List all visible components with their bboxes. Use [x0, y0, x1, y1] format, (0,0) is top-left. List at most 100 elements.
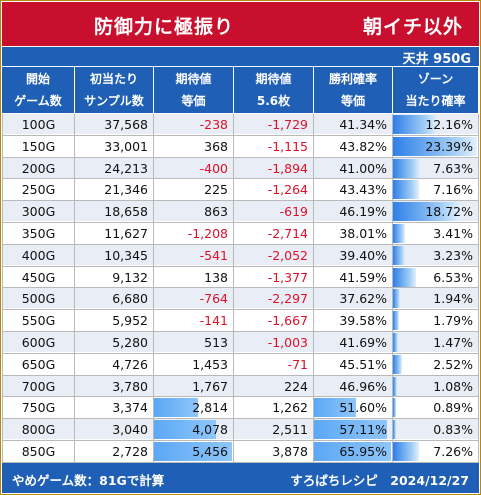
cell-value: -2,052: [267, 247, 308, 263]
cell-ev-equal: 4,078: [154, 419, 234, 441]
cell-ev-5-6: -619: [234, 201, 314, 223]
cell-value: 3.23%: [433, 247, 473, 263]
cell-value: 6.53%: [433, 269, 473, 285]
cell-value: 46.96%: [339, 378, 387, 394]
cell-win-rate: 43.82%: [314, 135, 393, 158]
cell-ev-5-6: -1,894: [234, 157, 314, 180]
cell-value: 1.94%: [433, 291, 473, 307]
cell-start-game: 750G: [2, 397, 75, 420]
cell-ev-5-6: -1,264: [234, 179, 314, 202]
cell-value: 650G: [21, 356, 56, 372]
cell-ev-equal: -541: [154, 244, 234, 267]
header-win-rate-line-2: 等価: [340, 94, 365, 108]
table-header: 開始 ゲーム数 初当たり サンプル数 期待値 等価 期待値 5.6枚 勝利確率 等価 ゾーン 当たり確…: [2, 67, 479, 113]
cell-ev-equal: 5,456: [154, 441, 234, 463]
cell-zone-rate: 1.94%: [393, 288, 479, 311]
cell-ev-equal: 1,453: [154, 353, 234, 376]
table-row: 550G 5,952 -141 -1,667 39.58% 1.79%: [2, 310, 479, 332]
cell-value: 250G: [21, 182, 56, 198]
cell-value: 1,453: [192, 356, 228, 372]
zone-rate-bar: [393, 442, 419, 461]
cell-value: 700G: [21, 378, 56, 394]
zone-rate-bar: [393, 376, 397, 396]
cell-value: 3,780: [112, 378, 148, 394]
cell-win-rate: 39.40%: [314, 244, 393, 267]
cell-value: 46.19%: [339, 204, 387, 220]
cell-sample-count: 4,726: [75, 353, 154, 376]
cell-start-game: 550G: [2, 310, 75, 332]
cell-ev-equal: 138: [154, 266, 234, 289]
zone-rate-bar: [393, 354, 402, 374]
cell-start-game: 600G: [2, 332, 75, 354]
table-row: 400G 10,345 -541 -2,052 39.40% 3.23%: [2, 244, 479, 267]
cell-value: 850G: [21, 444, 56, 459]
cell-ev-5-6: 224: [234, 375, 314, 398]
header-ev-equal-line-2: 等価: [181, 94, 206, 108]
cell-value: 550G: [21, 313, 56, 329]
cell-value: 0.89%: [433, 400, 473, 416]
win-bar: [314, 442, 391, 461]
cell-zone-rate: 1.47%: [393, 332, 479, 354]
cell-sample-count: 3,040: [75, 419, 154, 441]
cell-win-rate: 41.59%: [314, 266, 393, 289]
cell-value: 45.51%: [339, 356, 387, 372]
cell-value: 41.59%: [339, 269, 387, 285]
cell-value: 1.47%: [433, 335, 473, 350]
header-zone-rate: ゾーン 当たり確率: [393, 67, 479, 113]
cell-ev-equal: 368: [154, 135, 234, 158]
cell-value: 450G: [21, 269, 56, 285]
cell-value: 41.00%: [339, 160, 387, 176]
cell-win-rate: 41.69%: [314, 332, 393, 354]
title-bar: 防御力に極振り 朝イチ以外: [2, 2, 479, 46]
cell-value: 3.41%: [433, 226, 473, 241]
cell-value: -1,894: [267, 160, 308, 176]
table-row: 800G 3,040 4,078 2,511 57.11% 0.83%: [2, 419, 479, 441]
table-row: 150G 33,001 368 -1,115 43.82% 23.39%: [2, 135, 479, 158]
cell-value: 3,878: [272, 444, 308, 459]
zone-rate-bar: [393, 224, 405, 243]
cell-win-rate: 37.62%: [314, 288, 393, 311]
cell-value: -238: [199, 117, 228, 132]
cell-ev-5-6: 2,511: [234, 419, 314, 441]
cell-value: 150G: [21, 138, 56, 154]
header-sample-count-line-2: サンプル数: [84, 94, 144, 108]
cell-win-rate: 65.95%: [314, 441, 393, 463]
cell-value: 368: [204, 138, 228, 154]
cell-start-game: 800G: [2, 419, 75, 441]
cell-value: 7.26%: [433, 444, 473, 459]
ev-bar: [154, 442, 232, 461]
table-row: 500G 6,680 -764 -2,297 37.62% 1.94%: [2, 288, 479, 311]
cell-zone-rate: 18.72%: [393, 201, 479, 223]
cell-sample-count: 24,213: [75, 157, 154, 180]
cell-value: 2,511: [272, 422, 308, 438]
cell-start-game: 300G: [2, 201, 75, 223]
cell-ev-5-6: -1,003: [234, 332, 314, 354]
cell-value: 6,680: [112, 291, 148, 307]
cell-value: 225: [204, 182, 228, 198]
cell-value: 23.39%: [425, 138, 473, 154]
cell-ev-equal: 863: [154, 201, 234, 223]
zone-rate-bar: [393, 115, 437, 134]
cell-value: 500G: [21, 291, 56, 307]
cell-value: 12.16%: [425, 117, 473, 132]
zone-rate-bar: [393, 289, 400, 309]
zone-rate-bar: [393, 267, 416, 287]
cell-value: 513: [204, 335, 228, 350]
table-row: 600G 5,280 513 -1,003 41.69% 1.47%: [2, 332, 479, 354]
cell-win-rate: 43.43%: [314, 179, 393, 202]
table-row: 200G 24,213 -400 -1,894 41.00% 7.63%: [2, 157, 479, 180]
cell-value: 400G: [21, 247, 56, 263]
header-win-rate-line-1: 勝利確率: [328, 72, 377, 86]
cell-value: 3,040: [112, 422, 148, 438]
cell-value: 600G: [21, 335, 56, 350]
ceiling-bar: 天井 950G: [2, 47, 479, 67]
cell-value: 1.79%: [433, 313, 473, 329]
cell-sample-count: 9,132: [75, 266, 154, 289]
cell-value: 4,726: [112, 356, 148, 372]
cell-sample-count: 21,346: [75, 179, 154, 202]
cell-ev-equal: 1,767: [154, 375, 234, 398]
cell-value: -1,003: [267, 335, 308, 350]
cell-value: -1,729: [267, 117, 308, 132]
win-bar: [314, 420, 387, 440]
cell-value: 43.43%: [339, 182, 387, 198]
